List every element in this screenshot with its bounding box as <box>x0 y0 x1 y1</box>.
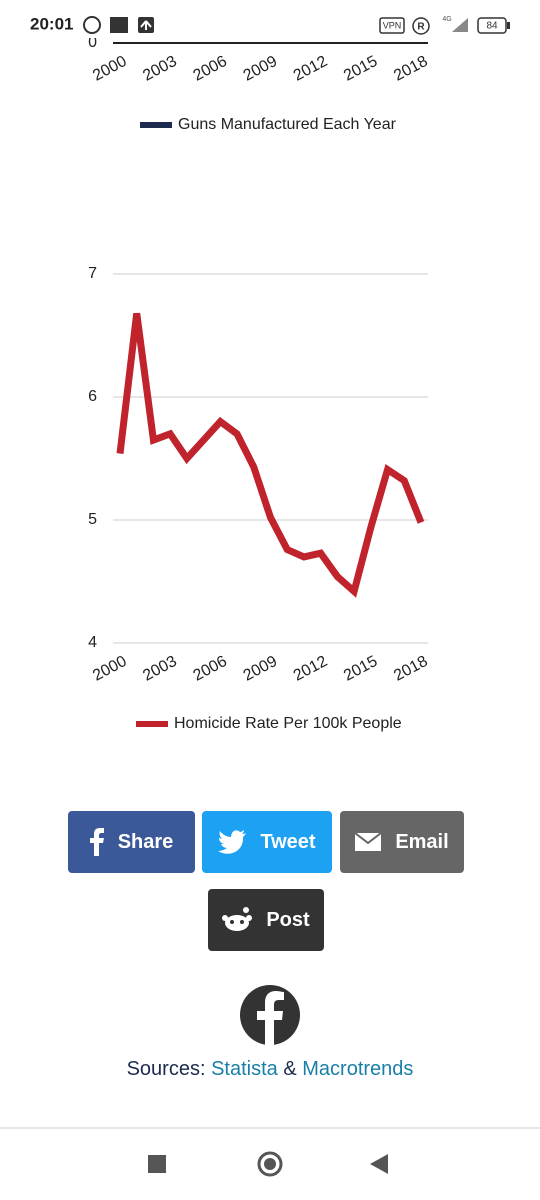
facebook-glyph <box>257 991 284 1045</box>
x-tick-label: 2009 <box>241 653 281 685</box>
battery-box <box>477 17 507 34</box>
x-tick-label: 2015 <box>341 53 381 85</box>
grid-icon <box>110 17 128 33</box>
x-tick-label: 2003 <box>140 653 180 685</box>
x-tick-label: 2018 <box>391 653 431 685</box>
y-tick-label: 7 <box>88 265 97 282</box>
x-tick-label: 2000 <box>90 53 130 85</box>
x-tick-label: 2003 <box>140 53 180 85</box>
nav-recent[interactable] <box>148 1155 166 1173</box>
legend-swatch <box>140 122 172 128</box>
button-label: Post <box>266 908 310 931</box>
button-label: Email <box>395 830 449 853</box>
x-tick-label: 2018 <box>391 53 431 85</box>
data-line <box>116 312 425 598</box>
y-tick-label: 6 <box>88 388 97 405</box>
y-tick-label: 5 <box>88 511 97 528</box>
legend-label: Homicide Rate Per 100k People <box>174 715 402 732</box>
battery-tip <box>507 22 510 29</box>
status-bar-bg <box>0 0 540 38</box>
vpn-box <box>379 17 405 34</box>
source-link[interactable]: Macrotrends <box>302 1058 414 1080</box>
vpn-label: VPN <box>383 20 402 30</box>
legend-label: Guns Manufactured Each Year <box>178 116 397 133</box>
tweet-button[interactable]: Tweet <box>202 811 332 873</box>
source-link[interactable]: Statista <box>211 1058 278 1080</box>
facebook-mini <box>89 828 104 856</box>
x-tick-label: 2015 <box>341 653 381 685</box>
button-label: Tweet <box>260 830 316 853</box>
x-tick-label: 2006 <box>190 53 230 85</box>
email-button[interactable]: Email <box>340 811 464 873</box>
badge-label: R <box>417 22 425 33</box>
alarm-icon <box>83 16 101 34</box>
sources-separator: & <box>283 1058 297 1080</box>
legend-swatch <box>136 721 168 727</box>
signal-icon <box>452 18 468 32</box>
x-tick-label: 2012 <box>291 53 331 85</box>
nav-back[interactable] <box>370 1154 388 1174</box>
sources: Sources: Statista & Macrotrends <box>0 1058 540 1081</box>
y-tick-label: 0 <box>88 34 97 51</box>
nav-home-dot <box>264 1158 276 1170</box>
badge-ring <box>412 17 430 35</box>
upload-arrow <box>140 20 152 30</box>
x-tick-label: 2000 <box>90 653 130 685</box>
button-label: Share <box>117 830 174 853</box>
y-tick-label: 4 <box>88 634 97 651</box>
sources-prefix: Sources: <box>126 1058 206 1080</box>
email-mini <box>355 833 382 851</box>
nav-home[interactable] <box>257 1151 283 1177</box>
reddit-mini <box>222 907 253 931</box>
x-tick-label: 2012 <box>291 653 331 685</box>
network-label: 4G <box>442 16 451 23</box>
x-tick-label: 2006 <box>190 653 230 685</box>
post-button[interactable]: Post <box>208 889 324 951</box>
twitter-mini <box>218 830 247 854</box>
battery-label: 84 <box>486 21 498 32</box>
clock: 20:01 <box>30 14 73 33</box>
x-tick-label: 2009 <box>241 53 281 85</box>
share-button[interactable]: Share <box>68 811 195 873</box>
